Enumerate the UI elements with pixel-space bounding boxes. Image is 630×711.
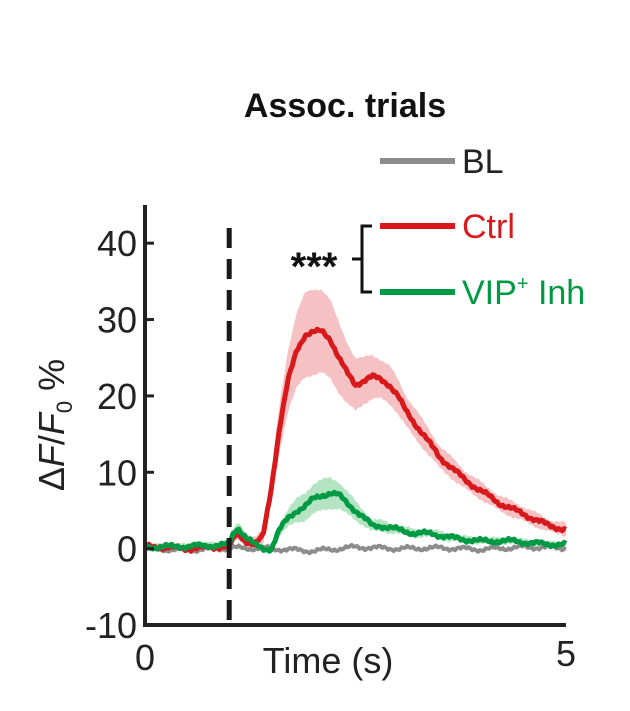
legend-label-bl: BL [462,143,504,181]
error-band-2 [145,477,566,554]
y-tick-label: -10 [85,605,137,646]
legend-vip-sup: + [517,273,529,295]
legend-vip-name: VIP [462,274,517,312]
x-tick-label-5: 5 [556,633,576,674]
significance-bracket [352,224,372,294]
x-axis-label: Time (s) [263,640,394,681]
x-tick-label-0: 0 [135,637,155,678]
data-layer [143,289,568,556]
y-label-subscript: 0 [52,401,77,413]
significance-stars: *** [291,245,338,289]
series-line-2 [143,489,568,554]
legend-vip-suffix: Inh [529,274,586,312]
chart-title: Assoc. trials [244,87,446,125]
y-label-delta: Δ [31,467,72,491]
y-label-slash: / [31,435,72,445]
y-ticks: -10 0 10 20 30 40 [85,223,154,646]
y-label-f0: F [31,411,72,435]
y-tick-label: 10 [97,452,137,493]
y-tick-label: 40 [97,223,137,264]
y-tick-label: 20 [97,376,137,417]
legend-label-vip: VIP+ Inh [462,273,585,312]
legend: BL Ctrl VIP+ Inh *** [291,143,586,312]
y-label-f: F [31,443,72,467]
y-axis-label: ΔF/F0% [31,359,77,491]
legend-label-ctrl: Ctrl [462,208,515,246]
y-tick-label: 0 [117,529,137,570]
y-label-unit: % [31,359,72,391]
y-tick-label: 30 [97,300,137,341]
